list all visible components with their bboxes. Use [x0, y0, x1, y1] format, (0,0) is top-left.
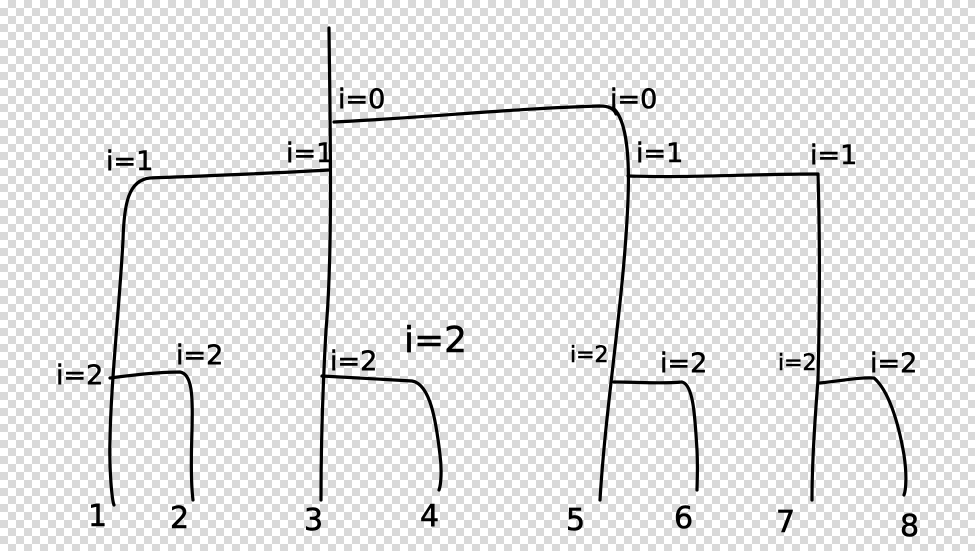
label-root-left: i=0 — [338, 84, 385, 115]
trunk-5 — [598, 106, 630, 502]
edge-right-i1 — [626, 172, 822, 502]
edge-5-6 — [612, 380, 700, 492]
edge-root — [332, 104, 618, 124]
leaf-4: 4 — [420, 499, 439, 534]
leaf-5: 5 — [566, 503, 585, 538]
label-root-right: i=0 — [610, 84, 657, 115]
label-i1-d: i=1 — [810, 140, 857, 171]
edge-left-i1 — [108, 168, 331, 507]
label-i2-5: i=2 — [570, 343, 609, 368]
label-i1-c: i=1 — [636, 138, 683, 169]
leaf-2: 2 — [170, 501, 189, 536]
leaf-1: 1 — [88, 499, 107, 534]
label-i2-2: i=2 — [176, 340, 223, 371]
label-i2-6: i=2 — [660, 348, 707, 379]
label-i2-8: i=2 — [870, 348, 917, 379]
label-i2-7: i=2 — [778, 351, 817, 376]
leaf-6: 6 — [674, 501, 693, 536]
edge-3-4 — [320, 374, 443, 492]
edge-1-2 — [108, 370, 195, 502]
leaf-8: 8 — [900, 509, 919, 544]
leaf-3: 3 — [304, 503, 323, 538]
leaf-7: 7 — [776, 505, 795, 540]
label-i2-3: i=2 — [330, 346, 377, 377]
label-i2-1: i=2 — [56, 360, 103, 391]
trunk-3 — [319, 26, 333, 502]
label-i1-a: i=1 — [106, 146, 153, 177]
label-i2-4: i=2 — [404, 320, 467, 361]
label-i1-b: i=1 — [286, 138, 333, 169]
edge-7-8 — [818, 376, 908, 497]
